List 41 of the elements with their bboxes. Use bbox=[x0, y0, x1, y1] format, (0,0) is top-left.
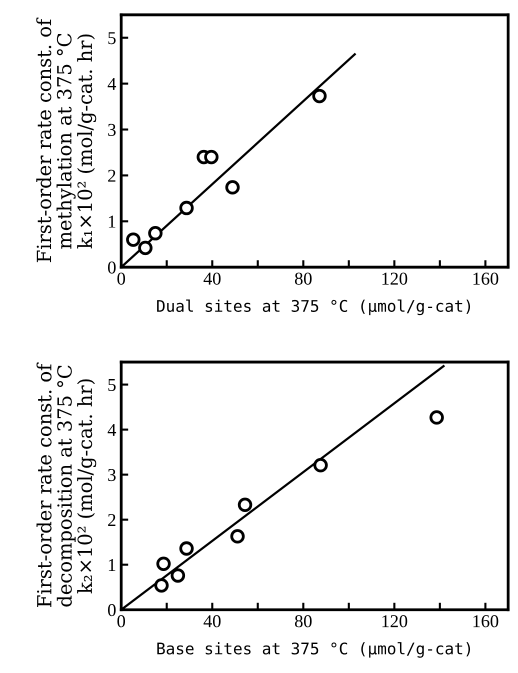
y-axis-title: First-order rate const. of methylation at 375 °C k₁×10² (mol/g-cat. hr) bbox=[36, 18, 96, 262]
x-tick-label: 0 bbox=[117, 272, 126, 285]
point bbox=[179, 200, 194, 216]
y-tick-label: 1 bbox=[108, 559, 116, 571]
point bbox=[148, 226, 163, 240]
point bbox=[170, 568, 186, 583]
x-tick-label: 160 bbox=[473, 272, 498, 285]
x-axis-title: Base sites at 375 °C (μmol/g-cat) bbox=[157, 642, 470, 658]
point bbox=[230, 529, 245, 544]
y-tick-label: 0 bbox=[108, 261, 116, 274]
point bbox=[138, 240, 153, 256]
x-tick-label: 40 bbox=[204, 615, 221, 628]
y-tick-label: 3 bbox=[108, 468, 116, 482]
y-tick-label: 4 bbox=[108, 424, 116, 436]
x-axis-title: Dual sites at 375 °C (μmol/g-cat) bbox=[157, 300, 470, 316]
point bbox=[313, 458, 328, 472]
x-tick-label: 80 bbox=[294, 272, 312, 285]
point bbox=[312, 88, 327, 104]
x-tick-label: 120 bbox=[382, 272, 408, 285]
point bbox=[429, 410, 444, 425]
x-tick-label: 120 bbox=[382, 615, 408, 628]
y-tick-label: 5 bbox=[108, 379, 116, 392]
x-tick-label: 40 bbox=[204, 272, 221, 285]
y-tick-label: 2 bbox=[108, 170, 116, 182]
point bbox=[154, 578, 169, 593]
point bbox=[126, 232, 140, 247]
y-tick-label: 2 bbox=[108, 514, 116, 526]
y-axis-title: First-order rate const. of decomposition at 375 °C k₂×10² (mol/g-cat. hr) bbox=[36, 362, 96, 608]
x-tick-label: 160 bbox=[473, 615, 498, 628]
point bbox=[204, 150, 219, 164]
y-tick-label: 3 bbox=[108, 124, 116, 136]
point bbox=[225, 180, 240, 195]
y-tick-label: 0 bbox=[108, 604, 116, 616]
point bbox=[238, 498, 252, 512]
point bbox=[156, 556, 171, 572]
point bbox=[179, 541, 194, 556]
y-tick-label: 4 bbox=[108, 78, 116, 90]
x-tick-label: 0 bbox=[117, 615, 126, 628]
x-tick-label: 80 bbox=[294, 615, 312, 628]
y-tick-label: 5 bbox=[108, 32, 116, 44]
y-tick-label: 1 bbox=[108, 216, 116, 228]
